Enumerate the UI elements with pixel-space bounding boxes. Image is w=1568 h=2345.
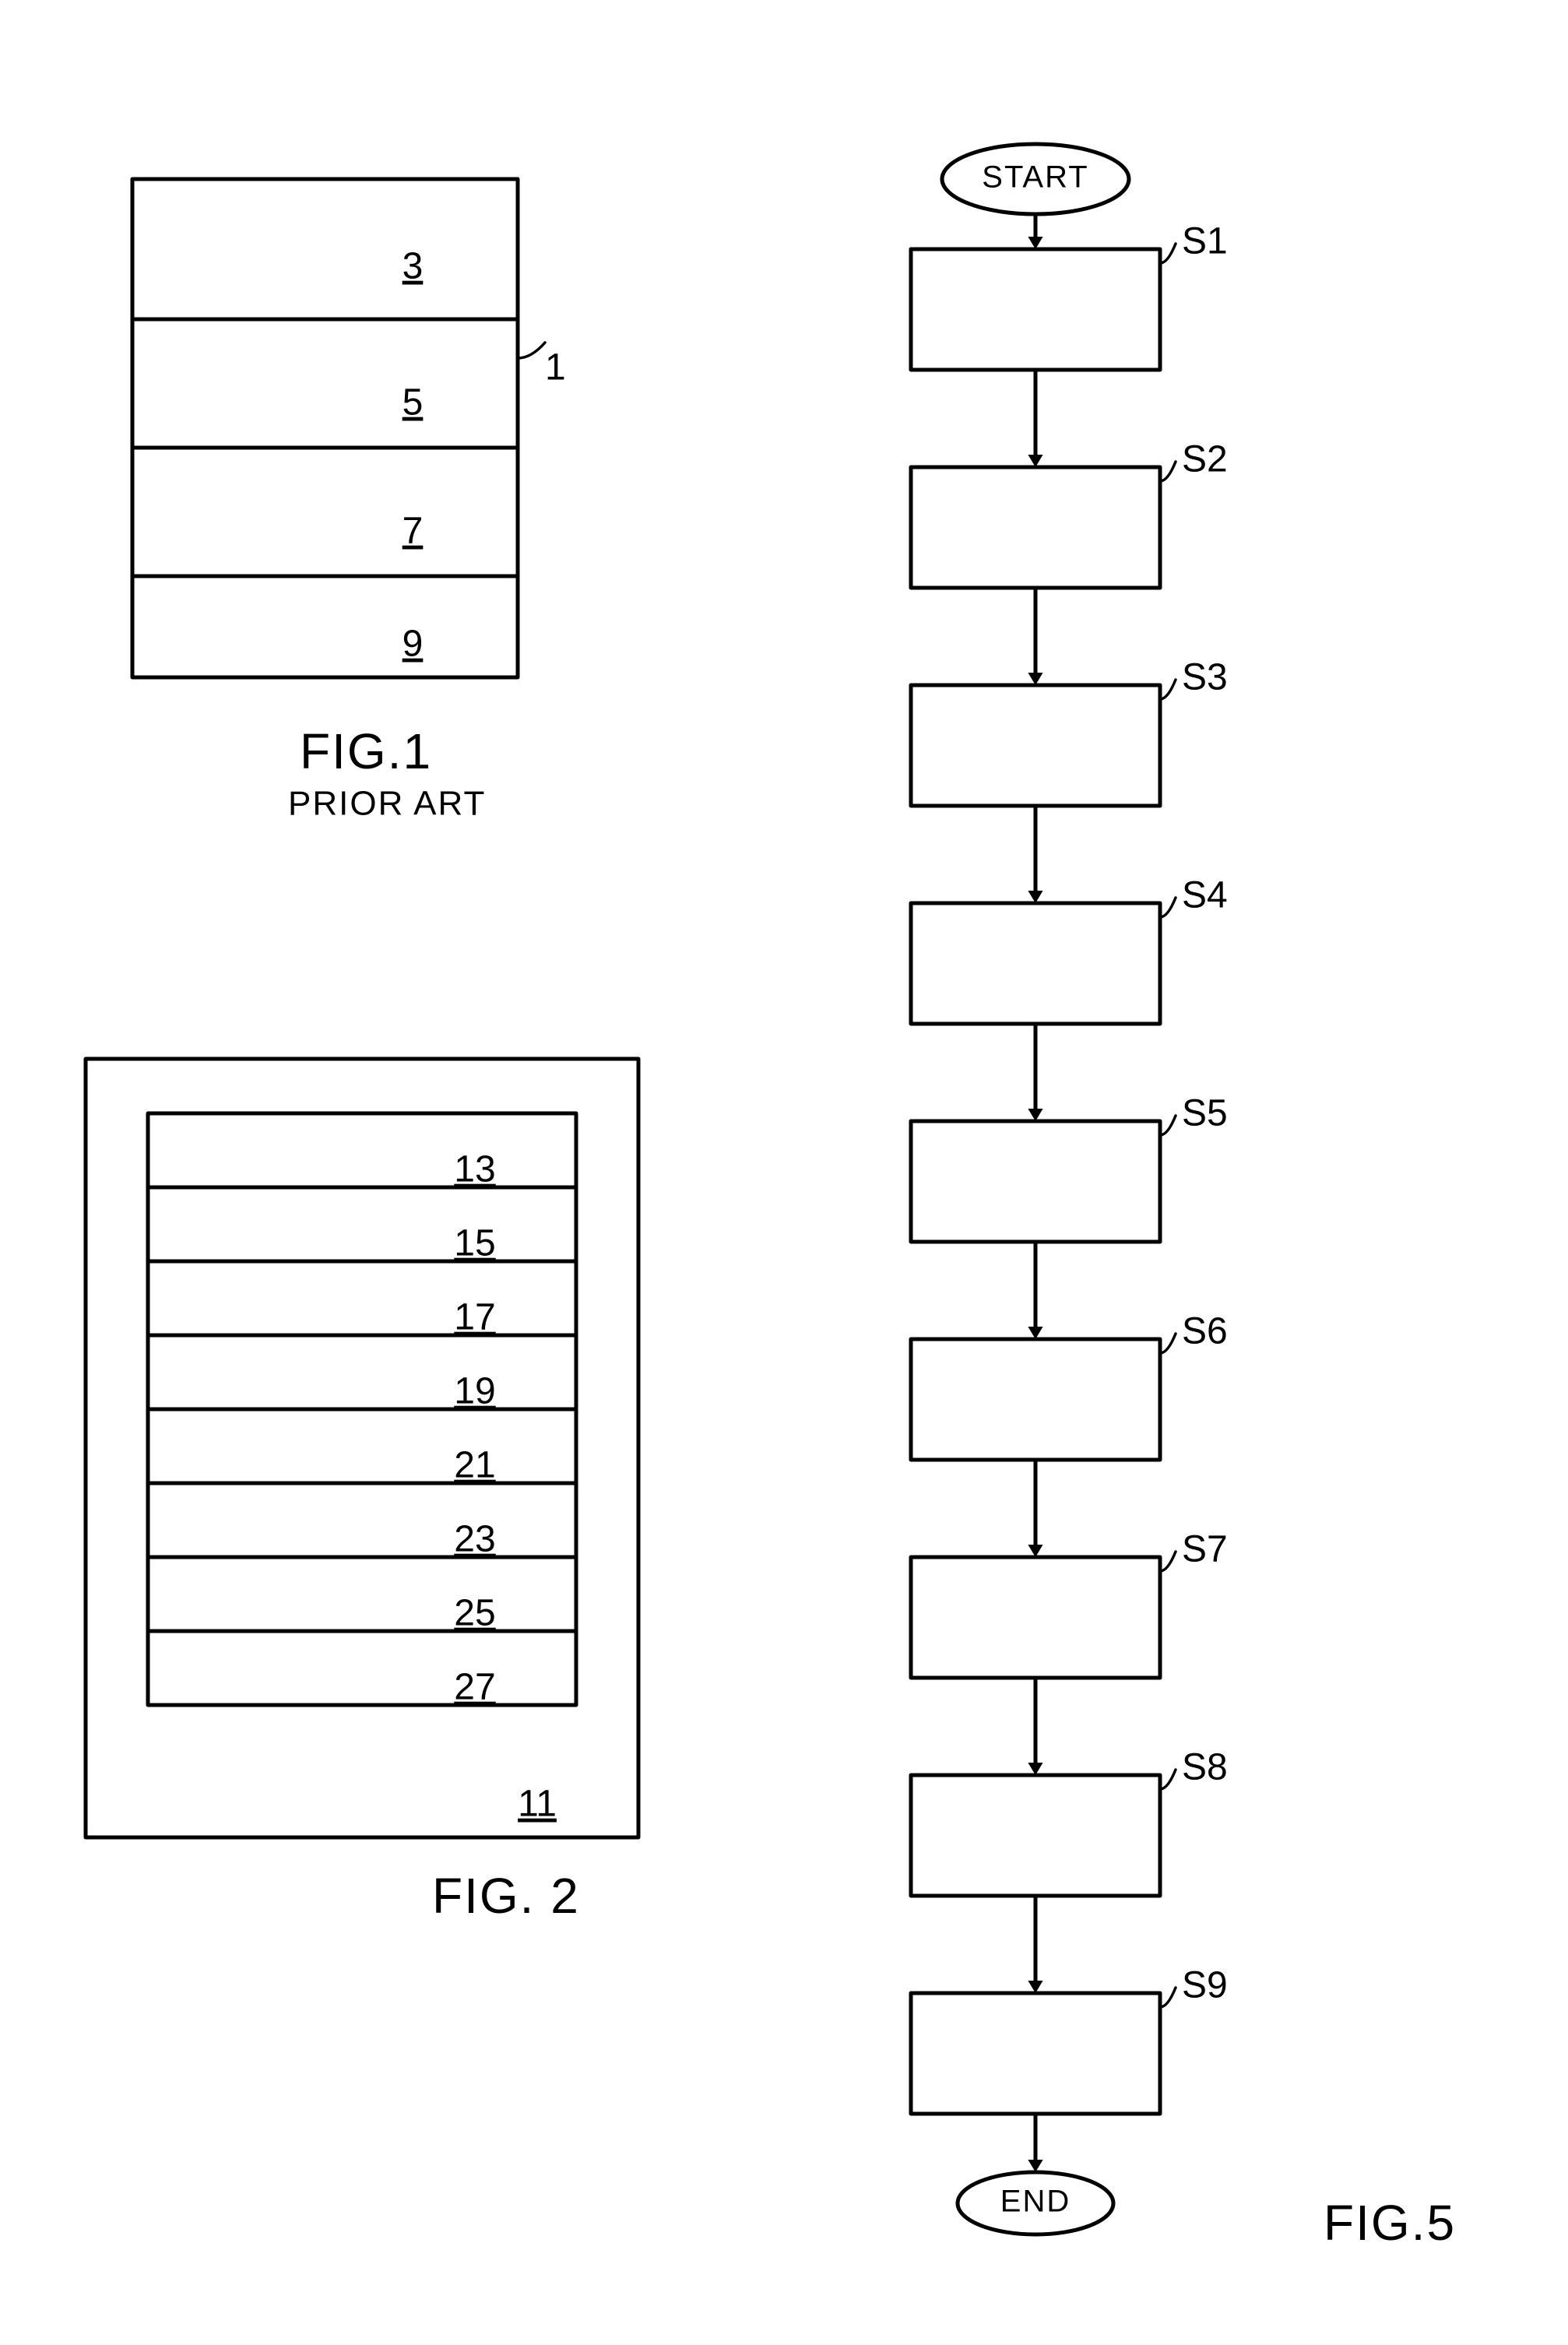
fig2-ref-label: 11 (518, 1784, 557, 1825)
fig1-subcaption: PRIOR ART (288, 785, 486, 823)
flow-step-label: S9 (1182, 1965, 1228, 2006)
fig1-row-label: 9 (403, 624, 424, 665)
flow-step-box (911, 1339, 1160, 1460)
fig1-row-label: 3 (403, 246, 424, 287)
fig1: 3 5 7 9 1 FIG.1 PRIOR ART (132, 179, 566, 823)
fig2-row-label: 17 (454, 1297, 495, 1338)
flow-step-box (911, 903, 1160, 1024)
flow-step-label: S6 (1182, 1311, 1228, 1352)
fig1-ref-label: 1 (545, 347, 566, 388)
fig1-outer-box (132, 179, 518, 677)
fig2: 13 15 17 19 21 23 25 27 11 FIG. 2 (86, 1059, 638, 1924)
fig5: START S1 S2 S3 S4 S5 S6 S7 S8 S9 END FIG.5 (911, 144, 1456, 2251)
fig2-row-label: 25 (454, 1593, 495, 1634)
fig2-row-label: 13 (454, 1149, 495, 1190)
fig2-row-label: 19 (454, 1371, 495, 1412)
fig2-outer-box (86, 1059, 638, 1837)
flow-step-box (911, 467, 1160, 588)
fig2-caption: FIG. 2 (432, 1868, 580, 1924)
fig1-row-label: 5 (403, 382, 424, 424)
flow-step-label: S5 (1182, 1093, 1228, 1134)
fig2-row-label: 21 (454, 1445, 495, 1486)
flow-step-box (911, 1557, 1160, 1678)
flow-step-label: S4 (1182, 875, 1228, 916)
flow-step-box (911, 685, 1160, 806)
flow-step-label: S7 (1182, 1529, 1228, 1570)
flow-step-label: S8 (1182, 1747, 1228, 1788)
fig2-row-label: 23 (454, 1519, 495, 1560)
flow-step-box (911, 249, 1160, 370)
flow-step-box (911, 1775, 1160, 1896)
diagram-canvas: 3 5 7 9 1 FIG.1 PRIOR ART 13 15 17 19 21 23 25 27 11 FIG… (0, 0, 1568, 2345)
fig1-caption: FIG.1 (300, 723, 432, 779)
start-label: START (982, 160, 1088, 195)
flow-step-label: S2 (1182, 439, 1228, 480)
flow-step-label: S1 (1182, 221, 1228, 262)
fig2-row-label: 15 (454, 1223, 495, 1264)
flow-step-box (911, 1121, 1160, 1242)
end-label: END (1000, 2185, 1071, 2219)
fig1-row-label: 7 (403, 511, 424, 552)
fig2-row-label: 27 (454, 1667, 495, 1708)
flow-step-label: S3 (1182, 657, 1228, 698)
fig5-caption: FIG.5 (1324, 2195, 1456, 2251)
flow-step-box (911, 1993, 1160, 2114)
